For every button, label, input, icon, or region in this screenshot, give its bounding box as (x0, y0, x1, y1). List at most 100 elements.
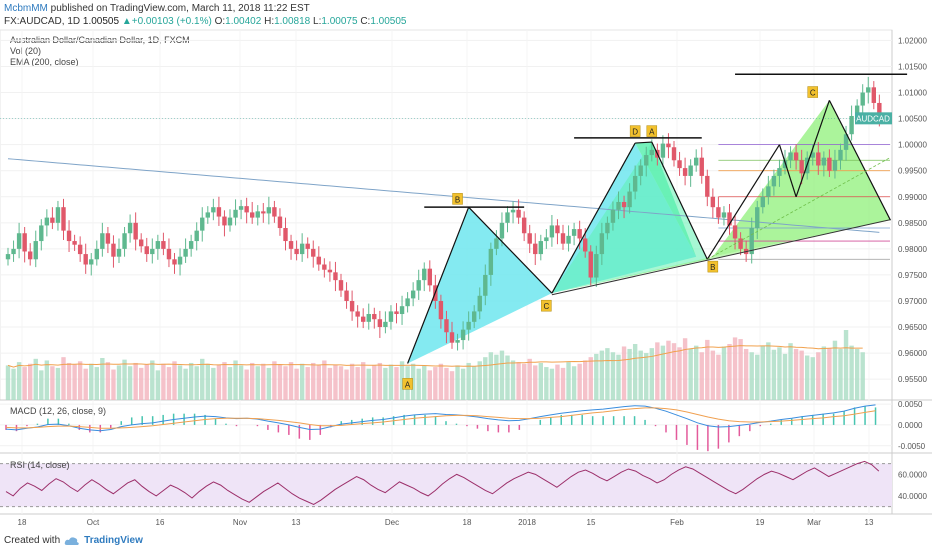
candlestick (155, 234, 161, 260)
pattern-leg (468, 206, 553, 294)
volume-bar (821, 346, 827, 400)
candle-body (416, 280, 421, 291)
candlestick (5, 247, 11, 266)
volume-bar (388, 364, 394, 400)
candle-body (244, 206, 249, 213)
candle-body (349, 300, 355, 312)
point-label-text: C (810, 89, 816, 98)
tradingview-brand[interactable]: TradingView (84, 535, 143, 546)
volume-bar (588, 357, 593, 400)
volume-bar (627, 348, 632, 400)
volume-bar (854, 348, 860, 400)
pattern-1-left-triangle (407, 207, 552, 364)
candlestick (100, 222, 105, 257)
candlestick (77, 236, 83, 262)
volume-bar (111, 369, 116, 400)
candlestick (255, 205, 260, 226)
time-tick-label: 13 (292, 518, 301, 527)
volume-bar (100, 358, 105, 400)
symbol-info-line: FX:AUDCAD, 1D 1.00505 ▲+0.00103 (+0.1%) … (4, 16, 406, 27)
candle-body (438, 300, 444, 320)
candle-body (816, 152, 821, 166)
volume-bar (805, 355, 810, 400)
candlestick (311, 240, 316, 268)
candlestick (139, 233, 144, 253)
candle-body (688, 165, 693, 176)
point-label-box (402, 378, 413, 390)
volume-bar (688, 348, 693, 400)
candle-body (860, 92, 865, 106)
candle-body (227, 217, 233, 226)
pattern-point-label: A (646, 125, 658, 137)
candlestick (571, 222, 577, 246)
pattern-leg (551, 142, 636, 294)
candle-body (610, 209, 616, 223)
candlestick (616, 191, 621, 220)
volume-bar (699, 352, 704, 400)
volume-bar (521, 363, 527, 400)
candlestick (377, 310, 383, 338)
candle-body (716, 207, 721, 218)
candle-body (571, 229, 577, 236)
candlestick (111, 235, 116, 268)
candlestick (39, 219, 44, 251)
volume-bar (838, 348, 843, 400)
candlestick (72, 234, 77, 251)
candlestick (122, 226, 127, 257)
candle-body (427, 268, 432, 286)
candle-body (621, 201, 627, 208)
candle-body (188, 241, 194, 249)
volume-bar (527, 358, 532, 400)
candle-body (305, 243, 310, 249)
ema-line (7, 158, 880, 233)
candlestick (455, 333, 460, 351)
volume-bar (816, 352, 821, 400)
volume-bar (766, 342, 771, 400)
time-axis: 18 Oct 16 Nov 13 Dec 18 2018 15 Feb 19 Mar 13 (18, 518, 874, 527)
candle-body (760, 196, 765, 208)
candle-body (832, 160, 838, 171)
candle-body (538, 241, 543, 255)
volume-bar (460, 368, 466, 400)
volume-bar (11, 368, 16, 400)
candle-body (521, 217, 527, 234)
volume-bar (238, 365, 244, 400)
candlestick (438, 294, 444, 329)
candlestick (383, 311, 388, 334)
volume-bar (577, 363, 582, 400)
volume-bar (105, 362, 111, 400)
rsi-tick-label: 40.0000 (898, 492, 927, 501)
volume-bar (660, 345, 666, 400)
pattern-point-label: D (629, 125, 641, 137)
candle-body (233, 209, 238, 218)
pattern-leg (795, 100, 830, 197)
pattern-point-label: C (541, 299, 552, 312)
author-link[interactable]: McbmMM (4, 3, 48, 14)
candle-body (649, 149, 654, 156)
volume-bar (188, 362, 194, 400)
volume-bar (666, 340, 671, 400)
volume-bar (466, 362, 471, 400)
volume-bar (361, 362, 366, 400)
candlestick (555, 219, 560, 245)
candle-body (277, 216, 283, 229)
volume-bar (399, 361, 405, 400)
low-value: 1.00075 (321, 16, 358, 27)
candle-body (83, 254, 88, 265)
candle-body (721, 212, 727, 218)
candlestick (205, 206, 210, 224)
macd-tick-label: -0.0050 (898, 442, 926, 451)
candlestick (449, 321, 455, 349)
volume-bar (782, 353, 788, 400)
price-tick-label: 0.98000 (898, 245, 927, 254)
candlestick (577, 220, 582, 250)
volume-bar (472, 366, 477, 400)
volume-bar (200, 358, 205, 400)
candlestick (716, 196, 721, 224)
candle-body (616, 201, 621, 210)
volume-bar (605, 348, 610, 400)
point-label-text: C (543, 302, 549, 311)
candlestick (200, 207, 205, 242)
volume-bar (549, 368, 555, 400)
